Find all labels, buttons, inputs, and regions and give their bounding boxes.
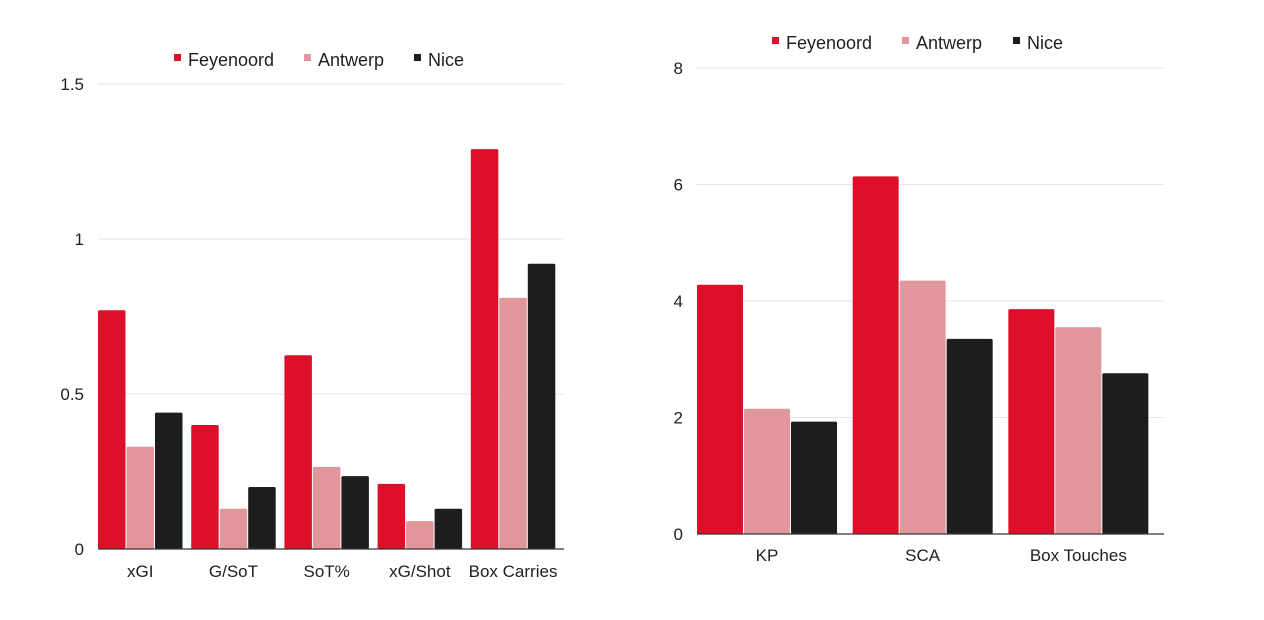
- bar-nice-box-carries: [527, 263, 556, 549]
- y-tick-label: 1.5: [60, 75, 84, 94]
- bar-antwerp-kp: [744, 408, 790, 534]
- x-category-label: Box Carries: [469, 562, 558, 581]
- y-tick-label: 6: [674, 176, 683, 195]
- x-category-label: KP: [756, 546, 779, 565]
- bar-nice-xgi: [155, 412, 183, 549]
- x-category-label: SoT%: [304, 562, 350, 581]
- bar-feyenoord-xg-shot: [377, 483, 406, 549]
- legend-swatch-nice: [414, 54, 421, 61]
- x-category-label: xGI: [127, 562, 153, 581]
- bar-antwerp-box-touches: [1055, 327, 1102, 534]
- bar-nice-sot-: [341, 476, 369, 549]
- bar-nice-xg-shot: [434, 508, 463, 549]
- legend-label-feyenoord: Feyenoord: [786, 33, 872, 53]
- legend-label-nice: Nice: [428, 50, 464, 70]
- chart-1: 0 0.5 1 1.5 xGI G/SoT SoT% xG/Shot Box Carries Fe…: [60, 50, 564, 581]
- y-tick-label: 0.5: [60, 385, 84, 404]
- bar-feyenoord-sot-: [284, 355, 312, 549]
- y-tick-label: 8: [674, 59, 683, 78]
- y-tick-label: 4: [674, 292, 683, 311]
- legend-swatch-nice: [1013, 37, 1020, 44]
- bar-antwerp-xgi: [126, 446, 154, 549]
- bar-antwerp-g-sot: [219, 508, 248, 549]
- bar-feyenoord-box-touches: [1008, 309, 1055, 534]
- bar-antwerp-box-carries: [499, 297, 527, 549]
- y-tick-label: 0: [674, 525, 683, 544]
- legend-swatch-feyenoord: [174, 54, 181, 61]
- legend-label-antwerp: Antwerp: [916, 33, 982, 53]
- bar-antwerp-sot-: [312, 466, 341, 549]
- legend: Feyenoord Antwerp Nice: [174, 50, 464, 70]
- x-category-label: SCA: [905, 546, 941, 565]
- legend-label-nice: Nice: [1027, 33, 1063, 53]
- legend-label-antwerp: Antwerp: [318, 50, 384, 70]
- bar-nice-box-touches: [1102, 373, 1149, 534]
- bar-feyenoord-kp: [697, 284, 743, 534]
- y-tick-label: 2: [674, 409, 683, 428]
- legend-swatch-antwerp: [304, 54, 311, 61]
- y-tick-label: 0: [75, 540, 84, 559]
- bar-feyenoord-sca: [852, 176, 899, 534]
- bar-nice-kp: [791, 421, 837, 534]
- bar-nice-sca: [946, 338, 993, 534]
- y-tick-label: 1: [75, 230, 84, 249]
- chart-2: 0 2 4 6 8 KP SCA Box Touches Feyenoord Antwerp Nic…: [674, 33, 1164, 565]
- bar-feyenoord-box-carries: [470, 149, 499, 549]
- legend-swatch-feyenoord: [772, 37, 779, 44]
- bar-nice-g-sot: [248, 487, 276, 549]
- bar-feyenoord-xgi: [98, 310, 126, 549]
- legend-label-feyenoord: Feyenoord: [188, 50, 274, 70]
- x-category-label: xG/Shot: [389, 562, 451, 581]
- legend: Feyenoord Antwerp Nice: [772, 33, 1063, 53]
- bar-feyenoord-g-sot: [191, 425, 219, 549]
- x-category-label: Box Touches: [1030, 546, 1127, 565]
- bar-antwerp-sca: [899, 280, 946, 534]
- legend-swatch-antwerp: [902, 37, 909, 44]
- bar-antwerp-xg-shot: [406, 521, 434, 549]
- x-category-label: G/SoT: [209, 562, 258, 581]
